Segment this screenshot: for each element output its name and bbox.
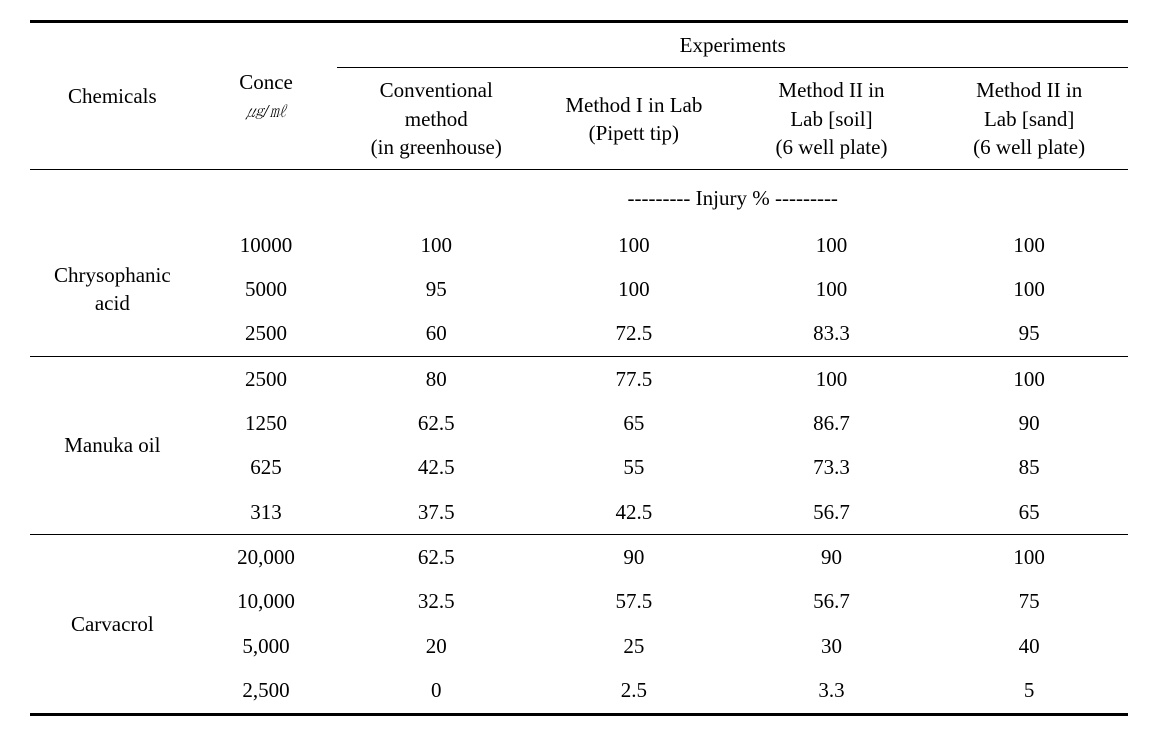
value-cell: 90 <box>930 401 1128 445</box>
value-cell: 100 <box>733 356 931 401</box>
table-row: Manuka oil25008077.5100100 <box>30 356 1128 401</box>
conc-cell: 2,500 <box>195 668 338 714</box>
conc-cell: 10000 <box>195 223 338 267</box>
value-cell: 73.3 <box>733 445 931 489</box>
m1-l1: Method I in Lab <box>565 93 702 117</box>
value-cell: 100 <box>930 356 1128 401</box>
value-cell: 65 <box>535 401 733 445</box>
conv-l1: Conventional <box>380 78 493 102</box>
table-row: 2,50002.53.35 <box>30 668 1128 714</box>
value-cell: 32.5 <box>337 579 535 623</box>
value-cell: 57.5 <box>535 579 733 623</box>
table-row: 5,00020253040 <box>30 624 1128 668</box>
conc-cell: 20,000 <box>195 535 338 580</box>
header-row-1: Chemicals Conce ㎍/㎖ Experiments <box>30 22 1128 68</box>
value-cell: 100 <box>535 223 733 267</box>
conv-l3: (in greenhouse) <box>371 135 502 159</box>
value-cell: 60 <box>337 311 535 356</box>
value-cell: 42.5 <box>337 445 535 489</box>
conv-l2: method <box>405 107 468 131</box>
col-conventional: Conventional method (in greenhouse) <box>337 68 535 170</box>
value-cell: 0 <box>337 668 535 714</box>
table-row: 500095100100100 <box>30 267 1128 311</box>
chemicals-label: Chemicals <box>68 84 157 108</box>
value-cell: 100 <box>930 267 1128 311</box>
col-method1: Method I in Lab (Pipett tip) <box>535 68 733 170</box>
experiments-label: Experiments <box>337 22 1128 68</box>
col-method2-soil: Method II in Lab [soil] (6 well plate) <box>733 68 931 170</box>
data-table: Chemicals Conce ㎍/㎖ Experiments Conventi… <box>30 20 1128 716</box>
col-conc: Conce ㎍/㎖ <box>195 22 338 170</box>
value-cell: 77.5 <box>535 356 733 401</box>
conc-cell: 2500 <box>195 356 338 401</box>
value-cell: 100 <box>535 267 733 311</box>
value-cell: 42.5 <box>535 490 733 535</box>
value-cell: 85 <box>930 445 1128 489</box>
conc-unit: ㎍/㎖ <box>246 101 287 121</box>
table-row: 25006072.583.395 <box>30 311 1128 356</box>
value-cell: 56.7 <box>733 490 931 535</box>
value-cell: 40 <box>930 624 1128 668</box>
value-cell: 25 <box>535 624 733 668</box>
value-cell: 56.7 <box>733 579 931 623</box>
value-cell: 95 <box>930 311 1128 356</box>
value-cell: 100 <box>930 535 1128 580</box>
value-cell: 100 <box>930 223 1128 267</box>
m2s-l2: Lab [soil] <box>790 107 872 131</box>
value-cell: 95 <box>337 267 535 311</box>
value-cell: 100 <box>337 223 535 267</box>
conc-cell: 10,000 <box>195 579 338 623</box>
table-row: Chrysophanicacid10000100100100100 <box>30 223 1128 267</box>
value-cell: 80 <box>337 356 535 401</box>
value-cell: 75 <box>930 579 1128 623</box>
value-cell: 100 <box>733 223 931 267</box>
chemical-name: Carvacrol <box>30 535 195 714</box>
value-cell: 86.7 <box>733 401 931 445</box>
value-cell: 3.3 <box>733 668 931 714</box>
chemical-name: Chrysophanicacid <box>30 223 195 357</box>
m2d-l3: (6 well plate) <box>973 135 1085 159</box>
value-cell: 5 <box>930 668 1128 714</box>
value-cell: 90 <box>733 535 931 580</box>
value-cell: 55 <box>535 445 733 489</box>
conc-label: Conce <box>239 70 293 94</box>
conc-cell: 1250 <box>195 401 338 445</box>
table-row: Carvacrol20,00062.59090100 <box>30 535 1128 580</box>
col-method2-sand: Method II in Lab [sand] (6 well plate) <box>930 68 1128 170</box>
value-cell: 65 <box>930 490 1128 535</box>
value-cell: 37.5 <box>337 490 535 535</box>
value-cell: 62.5 <box>337 401 535 445</box>
value-cell: 62.5 <box>337 535 535 580</box>
table-row: 31337.542.556.765 <box>30 490 1128 535</box>
table-row: 62542.55573.385 <box>30 445 1128 489</box>
m2d-l1: Method II in <box>976 78 1082 102</box>
m2d-l2: Lab [sand] <box>984 107 1074 131</box>
table-row: 10,00032.557.556.775 <box>30 579 1128 623</box>
m1-l2: (Pipett tip) <box>589 121 679 145</box>
value-cell: 30 <box>733 624 931 668</box>
value-cell: 83.3 <box>733 311 931 356</box>
conc-cell: 5,000 <box>195 624 338 668</box>
value-cell: 72.5 <box>535 311 733 356</box>
value-cell: 90 <box>535 535 733 580</box>
value-cell: 2.5 <box>535 668 733 714</box>
injury-sep-row: --------- Injury % --------- <box>30 170 1128 223</box>
conc-cell: 5000 <box>195 267 338 311</box>
chemical-name: Manuka oil <box>30 356 195 534</box>
value-cell: 100 <box>733 267 931 311</box>
col-chemicals: Chemicals <box>30 22 195 170</box>
m2s-l1: Method II in <box>778 78 884 102</box>
conc-cell: 313 <box>195 490 338 535</box>
conc-cell: 625 <box>195 445 338 489</box>
table-row: 125062.56586.790 <box>30 401 1128 445</box>
value-cell: 20 <box>337 624 535 668</box>
injury-sep: --------- Injury % --------- <box>337 170 1128 223</box>
m2s-l3: (6 well plate) <box>776 135 888 159</box>
conc-cell: 2500 <box>195 311 338 356</box>
